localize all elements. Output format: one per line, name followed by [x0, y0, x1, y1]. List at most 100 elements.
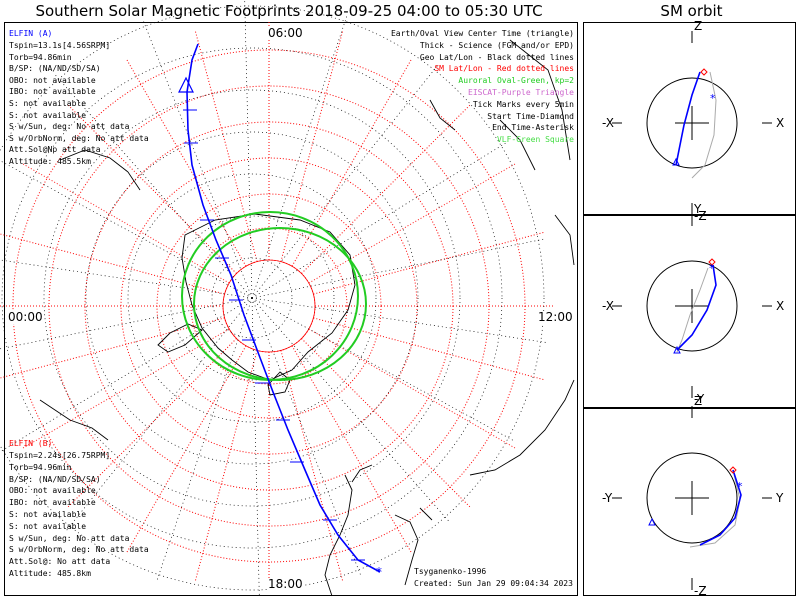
continent-outline: [324, 464, 373, 597]
auroral-oval-inner: [193, 227, 367, 381]
geo-longitude-line: [251, 297, 549, 344]
geo-longitude-line: [251, 238, 547, 299]
legend-item: Thick - Science (FGM and/or EPD): [419, 40, 574, 50]
orbit-axis-label: Y: [776, 491, 784, 505]
continent-outline: [39, 149, 141, 441]
continent-outline: [469, 379, 575, 476]
view-triangle: [673, 345, 681, 354]
geo-longitude-line: [251, 13, 348, 299]
orbit-panel-xy: [583, 215, 796, 408]
elfin-b-info-line: Att.Sol@: No att data: [9, 557, 111, 567]
elfin-a-info-line: Tspin=13.1s[4.56SRPM]: [9, 41, 111, 50]
sm-longitude-line: [0, 317, 225, 379]
legend-item: EISCAT-Purple Triangle: [468, 88, 574, 97]
sm-longitude-line: [0, 233, 225, 295]
footprint-trace: [186, 43, 381, 573]
orbit-path-science: [675, 71, 701, 166]
elfin-b-title: ELFIN (B): [9, 439, 53, 448]
sm-longitude-line: [21, 328, 230, 449]
earth-circle: [646, 77, 738, 169]
orbit-axis-label: -Z: [694, 209, 707, 223]
sm-longitude-line: [280, 350, 344, 582]
continent-outline: [394, 507, 433, 586]
legend-item: Start Time-Diamond: [487, 111, 574, 121]
start-diamond: [708, 258, 716, 266]
orbit-title: SM orbit: [660, 2, 723, 20]
map-grid: [0, 0, 554, 598]
continent-outline: [157, 323, 203, 353]
start-diamond: [700, 68, 708, 76]
elfin-a-info-line: B/SP: (NA/ND/SD/SA): [9, 64, 101, 74]
auroral-oval-outer: [181, 211, 359, 381]
geo-latitude-circle: [0, 5, 545, 591]
end-time-asterisk: *: [376, 565, 382, 579]
elfin-a-info-line: Torb=94.86min: [9, 52, 72, 62]
legend-item: End Time-Asterisk: [492, 123, 574, 133]
sm-longitude-line: [67, 338, 237, 508]
continent-outline: [509, 39, 575, 266]
elfin-a-info-line: S w/Sun, deg: No att data: [9, 122, 130, 132]
sm-longitude-line: [291, 345, 412, 554]
sm-longitude-line: [301, 338, 471, 508]
geo-latitude-circle: [43, 89, 461, 507]
legend-item: Auroral Oval-Green, kp=2: [458, 76, 574, 86]
orbit-axis-label: -Y: [602, 491, 613, 505]
chart-title: Southern Solar Magnetic Footprints 2018-…: [35, 2, 543, 20]
elfin-b-info-line: S: not available: [9, 521, 87, 531]
orbit-axis-label: -Y: [694, 392, 705, 406]
legend-item: Tick Marks every 5min: [472, 99, 574, 109]
geo-longitude-line: [0, 297, 253, 350]
sm-longitude-line: [126, 58, 247, 267]
mlt-label-right: 12:00: [538, 310, 573, 324]
orbit-path-gray: [689, 469, 741, 548]
sm-longitude-line: [194, 30, 258, 262]
geo-latitude-circle: [127, 173, 377, 423]
sm-longitude-line: [126, 345, 247, 554]
elfin-a-info-line: S w/OrbNorm, deg: No att data: [9, 133, 149, 143]
elfin-b-info-line: S w/Sun, deg: No att data: [9, 533, 130, 543]
orbit-panel-yz: [583, 408, 796, 596]
orbit-axis-label: Z: [694, 394, 703, 408]
orbit-axis-label: X: [776, 299, 785, 313]
orbit-graphics: * * *: [612, 31, 772, 590]
geo-latitude-circle: [211, 257, 293, 339]
view-triangle: [672, 157, 680, 166]
earth-circle: [646, 260, 738, 352]
view-triangle: [648, 517, 656, 526]
orbit-path-gray: [676, 267, 709, 353]
sm-latitude-circle: [84, 121, 454, 491]
legend-item: Geo Lat/Lon - Black dotted lines: [419, 52, 574, 62]
geo-longitude-line: [251, 141, 509, 299]
continent-outline: [429, 99, 536, 171]
elfin-b-info-line: OBO: not available: [9, 486, 96, 496]
orbit-axis-label: Y: [694, 202, 702, 216]
elfin-a-info-line: Altitude: 485.5km: [9, 157, 91, 166]
elfin-a-title: ELFIN (A): [9, 29, 53, 38]
elfin-a-info-line: OBO: not available: [9, 75, 96, 85]
sm-longitude-line: [21, 163, 230, 284]
orbit-axis-label: -X: [602, 116, 614, 130]
elfin-b-info-line: S: not available: [9, 510, 87, 519]
sm-longitude-line: [313, 317, 545, 381]
sm-longitude-line: [67, 104, 237, 274]
geo-longitude-line: [0, 259, 253, 299]
elfin-a-footprint-trace: *: [178, 43, 382, 579]
orbit-axis-label: -Z: [694, 584, 707, 598]
elfin-a-info-line: S: not available: [9, 110, 87, 120]
orbit-path-gray: [691, 71, 717, 179]
sm-longitude-line: [301, 104, 471, 274]
orbit-axis-label: Z: [694, 19, 703, 33]
elfin-b-info-line: Torb=94.96min: [9, 462, 72, 472]
sm-longitude-line: [291, 58, 412, 267]
elfin-b-info-line: Tspin=2.24s[26.75RPM]: [9, 451, 111, 460]
view-center-triangle: [178, 76, 194, 93]
footprint-map-panel: [4, 22, 578, 596]
elfin-a-info-line: Att.Sol@Np att data: [9, 145, 101, 155]
geo-longitude-line: [0, 160, 253, 299]
mlt-label-top: 06:00: [268, 26, 303, 40]
geo-longitude-line: [142, 18, 253, 299]
start-diamond: [729, 466, 737, 474]
created-timestamp: Created: Sun Jan 29 09:04:34 2023: [414, 579, 573, 588]
geo-latitude-circle: [169, 215, 335, 381]
